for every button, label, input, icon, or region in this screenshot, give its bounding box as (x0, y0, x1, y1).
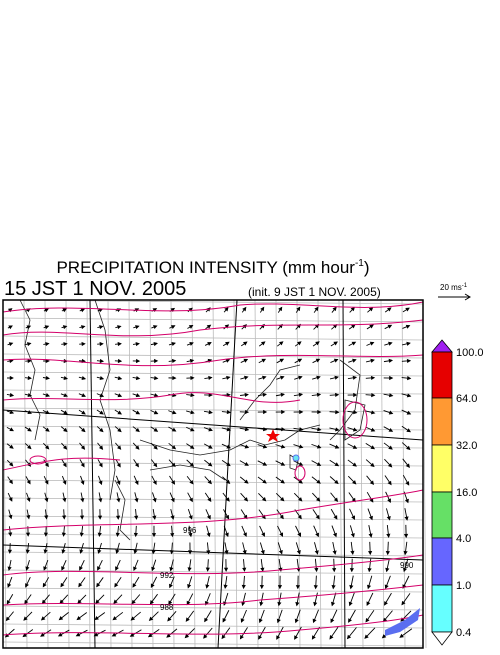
contour-label: 988 (160, 603, 174, 612)
precip-area (293, 455, 299, 461)
title: PRECIPITATION INTENSITY (mm hour-1) (56, 258, 369, 277)
init-time: (init. 9 JST 1 NOV. 2005) (248, 285, 381, 299)
reference-vector-label: 20 ms-1 (440, 283, 468, 292)
reference-vector-text: 20 ms (440, 283, 462, 292)
colorbar-label: 4.0 (456, 533, 471, 545)
title-close: ) (364, 258, 370, 277)
contour-label: 990 (400, 561, 414, 570)
colorbar-label: 16.0 (456, 487, 477, 499)
valid-time: 15 JST 1 NOV. 2005 (4, 278, 186, 300)
colorbar-label: 0.4 (456, 627, 471, 639)
title-main: PRECIPITATION INTENSITY (mm hour (56, 258, 355, 277)
colorbar-label: 1.0 (456, 580, 471, 592)
contour-label: 992 (160, 571, 174, 580)
colorbar-label: 32.0 (456, 440, 477, 452)
colorbar-label: 64.0 (456, 393, 477, 405)
colorbar-label: 100.0 (456, 347, 484, 359)
reference-arrow (438, 294, 470, 300)
reference-vector-exponent: -1 (462, 283, 468, 289)
map: 996 992 988 990 (3, 300, 426, 648)
contour-label: 996 (183, 526, 197, 535)
colorbar (432, 340, 452, 645)
